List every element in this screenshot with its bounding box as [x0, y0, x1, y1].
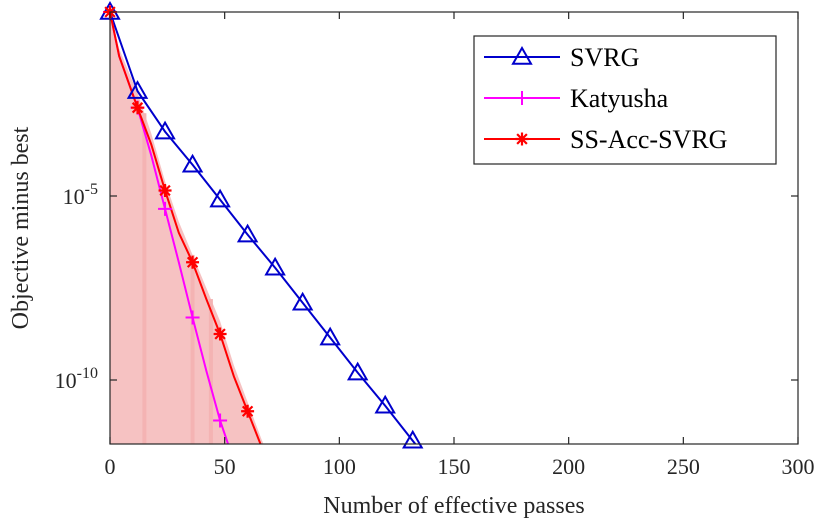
marker-layer [99, 0, 424, 449]
ss-acc-svrg-marker [213, 327, 227, 341]
x-tick-label: 100 [323, 454, 356, 479]
katyusha-marker [158, 201, 173, 216]
x-tick-label: 250 [667, 454, 700, 479]
x-axis-title: Number of effective passes [323, 493, 584, 519]
svrg-line [110, 12, 417, 444]
ss-acc-svrg-marker [241, 404, 255, 418]
svrg-marker [154, 120, 176, 140]
legend-svrg-label: SVRG [570, 43, 639, 72]
band-notch [208, 299, 213, 444]
svrg-marker [236, 223, 259, 243]
y-axis-title: Objective minus best [8, 126, 34, 329]
band-notch [142, 113, 147, 444]
katyusha-marker [213, 413, 228, 428]
svrg-marker [319, 326, 341, 346]
svrg-marker [401, 429, 424, 449]
svrg-marker [291, 291, 314, 311]
ss-acc-svrg-marker [131, 101, 145, 115]
x-tick-label: 150 [438, 454, 471, 479]
x-tick-label: 0 [105, 454, 116, 479]
katyusha-marker [185, 310, 200, 325]
svrg-marker [264, 256, 286, 276]
confidence-band [110, 12, 264, 444]
legend-katyusha-label: Katyusha [570, 84, 669, 113]
svrg-marker [511, 45, 533, 65]
legend-ss-acc-svrg-label: SS-Acc-SVRG [570, 125, 727, 154]
x-tick-label: 300 [782, 454, 815, 479]
band-area [110, 12, 264, 444]
legend: SVRG Katyusha SS-Acc-SVRG [473, 35, 777, 165]
y-tick-label: 10-10 [55, 365, 98, 393]
axis-ticks: 0 50 100 150 200 250 300 10-5 10-10 [55, 12, 815, 479]
ss-acc-svrg-marker [186, 255, 200, 269]
svrg-marker [181, 153, 204, 173]
katyusha-marker [515, 91, 529, 105]
ss-acc-svrg-line [110, 12, 262, 444]
ss-acc-svrg-marker [158, 183, 172, 197]
band-notch [190, 254, 195, 444]
x-tick-label: 200 [552, 454, 585, 479]
svrg-marker [346, 361, 369, 381]
ss-acc-svrg-marker [515, 132, 529, 146]
svrg-marker [126, 80, 149, 99]
svrg-marker [209, 188, 231, 208]
y-tick-label: 10-5 [63, 181, 98, 209]
x-tick-label: 50 [214, 454, 236, 479]
svrg-marker [374, 394, 396, 414]
